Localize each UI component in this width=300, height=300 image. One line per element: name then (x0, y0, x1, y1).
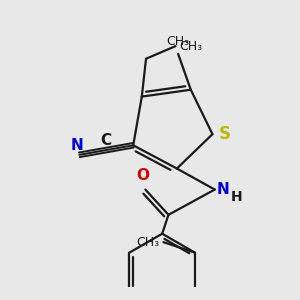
Text: N: N (71, 138, 84, 153)
Text: CH₃: CH₃ (167, 35, 190, 48)
Text: S: S (219, 125, 231, 143)
Text: O: O (137, 168, 150, 183)
Text: CH₃: CH₃ (136, 236, 159, 249)
Text: CH₃: CH₃ (179, 40, 202, 52)
Text: H: H (231, 190, 242, 204)
Text: N: N (217, 182, 230, 197)
Text: C: C (101, 133, 112, 148)
